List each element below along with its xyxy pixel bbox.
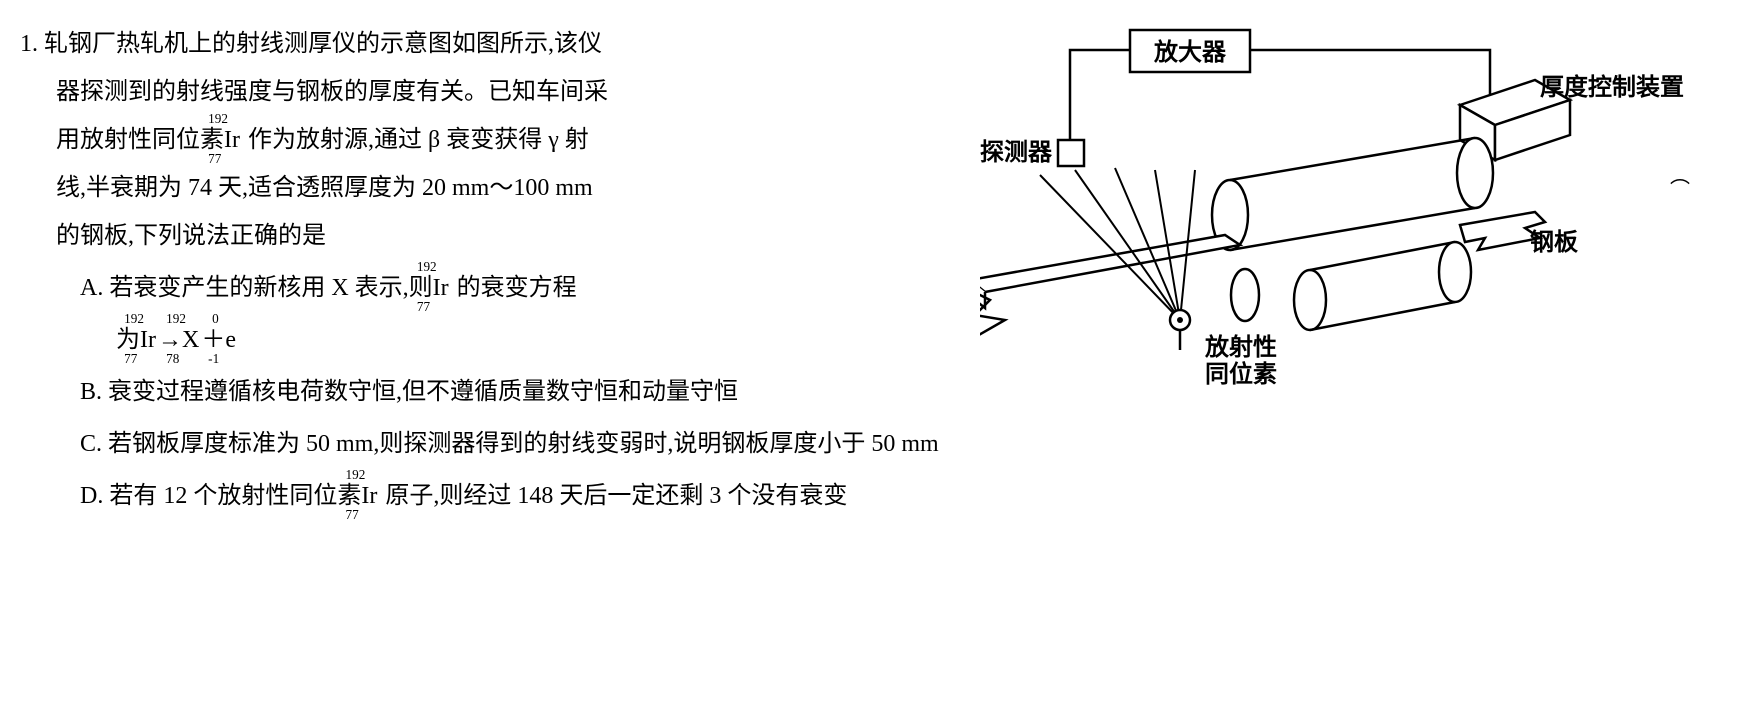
iso-atomic: -1 (208, 352, 219, 365)
opt-a-arrow: → (158, 327, 182, 353)
iso-mass: 192 (346, 468, 366, 481)
radioactive-source (1170, 310, 1190, 350)
steel-plate-label: 钢板 (1530, 229, 1579, 256)
iso-mass: 192 (208, 112, 228, 125)
iso-sym: e (225, 327, 236, 353)
iso-mass: 192 (166, 312, 186, 325)
iso-sym: X (182, 327, 199, 353)
q-line3-pre: 用放射性同位素 (56, 127, 224, 153)
iso-mass: 0 (212, 312, 219, 325)
wire-right (1250, 50, 1490, 100)
iso-sym: Ir (140, 327, 156, 353)
opt-a-pre: A. 若衰变产生的新核用 X 表示,则 (80, 275, 433, 301)
question-line-2: 器探测到的射线强度与钢板的厚度有关。已知车间采 (20, 68, 950, 116)
stray-mark: ⌒ (1670, 170, 1690, 210)
option-c: C. 若钢板厚度标准为 50 mm,则探测器得到的射线变弱时,说明钢板厚度小于 … (80, 420, 1680, 468)
amplifier-label: 放大器 (1153, 38, 1227, 66)
opt-d-post: 原子,则经过 148 天后一定还剩 3 个没有衰变 (379, 483, 847, 509)
question-number: 1. (20, 31, 38, 57)
isotope-ir-d: 19277Ir (361, 472, 377, 520)
question-line-5: 的钢板,下列说法正确的是 (20, 212, 950, 260)
isotope-ir-a2: 19277Ir (140, 316, 156, 364)
iso-sym: Ir (224, 127, 240, 153)
question-line-1: 1. 轧钢厂热轧机上的射线测厚仪的示意图如图所示,该仪 (20, 20, 950, 68)
iso-mass: 192 (417, 260, 437, 273)
iso-atomic: 77 (124, 352, 137, 365)
rollers (1212, 138, 1493, 330)
iso-atomic: 77 (417, 300, 430, 313)
q-line3-post: 作为放射源,通过 β 衰变获得 γ 射 (248, 127, 589, 153)
thickness-gauge-diagram: 放大器 探测器 厚度控制装置 (980, 20, 1700, 390)
detector-box (1058, 140, 1084, 166)
question-text-1: 轧钢厂热轧机上的射线测厚仪的示意图如图所示,该仪 (44, 31, 602, 57)
isotope-ir: 19277Ir (224, 116, 240, 164)
iso-atomic: 77 (346, 508, 359, 521)
iso-sym: Ir (433, 275, 449, 301)
question-line-4: 线,半衰期为 74 天,适合透照厚度为 20 mm～100 mm (20, 164, 950, 212)
opt-a-l2-pre: 为 (116, 327, 140, 353)
question-line-3: 用放射性同位素19277Ir 作为放射源,通过 β 衰变获得 γ 射 (20, 116, 950, 164)
thickness-control-label: 厚度控制装置 (1540, 73, 1684, 101)
isotope-ir-a1: 19277Ir (433, 264, 449, 312)
detector-label: 探测器 (980, 139, 1053, 166)
isotope-e-a: 0-1e (225, 316, 236, 364)
opt-a-plus: ＋ (201, 327, 225, 353)
isotope-x-a: 19278X (182, 316, 199, 364)
iso-atomic: 77 (208, 152, 221, 165)
iso-atomic: 78 (166, 352, 179, 365)
iso-sym: Ir (361, 483, 377, 509)
radioactive-label-2: 同位素 (1205, 360, 1277, 388)
wire-left (1070, 50, 1130, 140)
radioactive-label-1: 放射性 (1204, 333, 1277, 361)
iso-mass: 192 (124, 312, 144, 325)
opt-d-pre: D. 若有 12 个放射性同位素 (80, 483, 361, 509)
option-d: D. 若有 12 个放射性同位素19277Ir 原子,则经过 148 天后一定还… (80, 472, 1680, 520)
opt-a-mid: 的衰变方程 (451, 275, 577, 301)
